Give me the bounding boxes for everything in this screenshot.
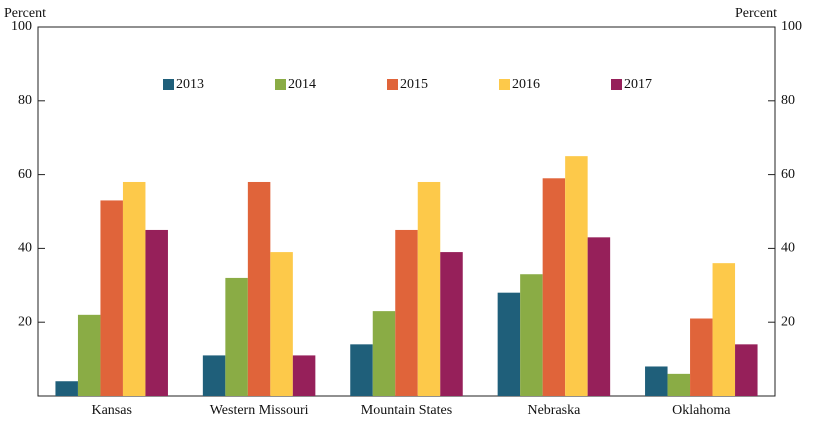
y2-tick-label: 100 — [781, 19, 802, 34]
bar — [520, 274, 543, 396]
legend-swatch — [163, 79, 174, 90]
legend-label: 2014 — [288, 77, 316, 92]
bar — [565, 156, 588, 396]
legend-label: 2017 — [624, 77, 652, 92]
bar — [417, 181, 441, 396]
x-tick-label: Kansas — [91, 403, 131, 418]
y-tick-label: 20 — [18, 314, 32, 329]
bar — [372, 311, 396, 396]
bar — [542, 178, 566, 396]
x-tick-label: Oklahoma — [672, 403, 731, 418]
legend-label: 2013 — [176, 77, 204, 92]
bar — [55, 381, 78, 396]
bar — [145, 229, 168, 396]
y2-tick-label: 40 — [781, 241, 795, 256]
bar — [292, 355, 316, 396]
y2-axis-label: Percent — [735, 6, 777, 21]
bar — [225, 277, 248, 396]
y2-tick-label: 20 — [781, 314, 795, 329]
y-tick-label: 40 — [18, 241, 32, 256]
x-tick-label: Nebraska — [527, 403, 581, 418]
y-tick-label: 60 — [18, 167, 32, 182]
bar — [735, 344, 758, 396]
bar — [690, 318, 713, 396]
bar — [667, 373, 691, 396]
x-tick-label: Western Missouri — [210, 403, 309, 418]
legend-label: 2016 — [512, 77, 540, 92]
bar — [77, 314, 101, 396]
y2-tick-label: 80 — [781, 93, 795, 108]
bar — [247, 181, 271, 396]
bar — [100, 200, 123, 396]
bar — [645, 366, 668, 396]
bar — [270, 252, 293, 396]
legend-label: 2015 — [400, 77, 428, 92]
bar — [122, 181, 146, 396]
bar — [587, 237, 611, 396]
y2-tick-label: 60 — [781, 167, 795, 182]
legend-swatch — [387, 79, 398, 90]
bar — [497, 292, 521, 396]
legend-swatch — [611, 79, 622, 90]
y-tick-label: 80 — [18, 93, 32, 108]
y-axis-label: Percent — [4, 6, 46, 21]
bar — [440, 252, 463, 396]
y-tick-label: 100 — [11, 19, 32, 34]
legend-swatch — [499, 79, 510, 90]
x-tick-label: Mountain States — [361, 403, 452, 418]
bar — [395, 229, 418, 396]
bar — [712, 263, 736, 396]
bar — [350, 344, 373, 396]
legend-swatch — [275, 79, 286, 90]
bar — [202, 355, 226, 396]
